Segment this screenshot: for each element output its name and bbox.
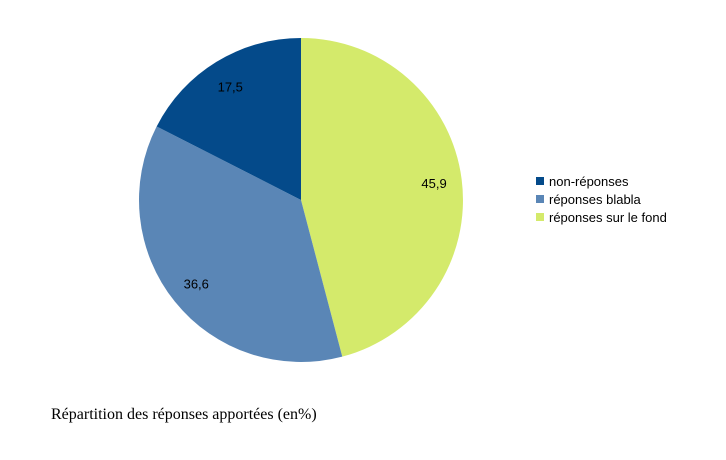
pie-data-labels: 45,9 36,6 17,5 [184,80,447,292]
legend-swatch-reponses-blabla [536,195,544,203]
legend-swatch-reponses-sur-le-fond [536,213,544,221]
data-label-reponses-blabla: 36,6 [184,276,209,291]
legend-label-non-reponses: non-réponses [549,174,629,189]
pie-chart: 45,9 36,6 17,5 non-réponses réponses blabla… [139,38,667,362]
data-label-reponses-sur-le-fond: 45,9 [421,176,446,191]
pie-slice-non-reponses [156,38,301,200]
legend-label-reponses-blabla: réponses blabla [549,192,642,207]
chart-caption: Répartition des réponses apportées (en%) [51,406,317,423]
pie-slices [139,38,463,362]
data-label-non-reponses: 17,5 [218,80,243,95]
pie-slice-reponses-blabla [139,126,343,362]
legend-swatch-non-reponses [536,177,544,185]
legend: non-réponses réponses blabla réponses sur … [536,174,667,225]
legend-label-reponses-sur-le-fond: réponses sur le fond [549,210,667,225]
pie-slice-reponses-sur-le-fond [301,38,463,357]
